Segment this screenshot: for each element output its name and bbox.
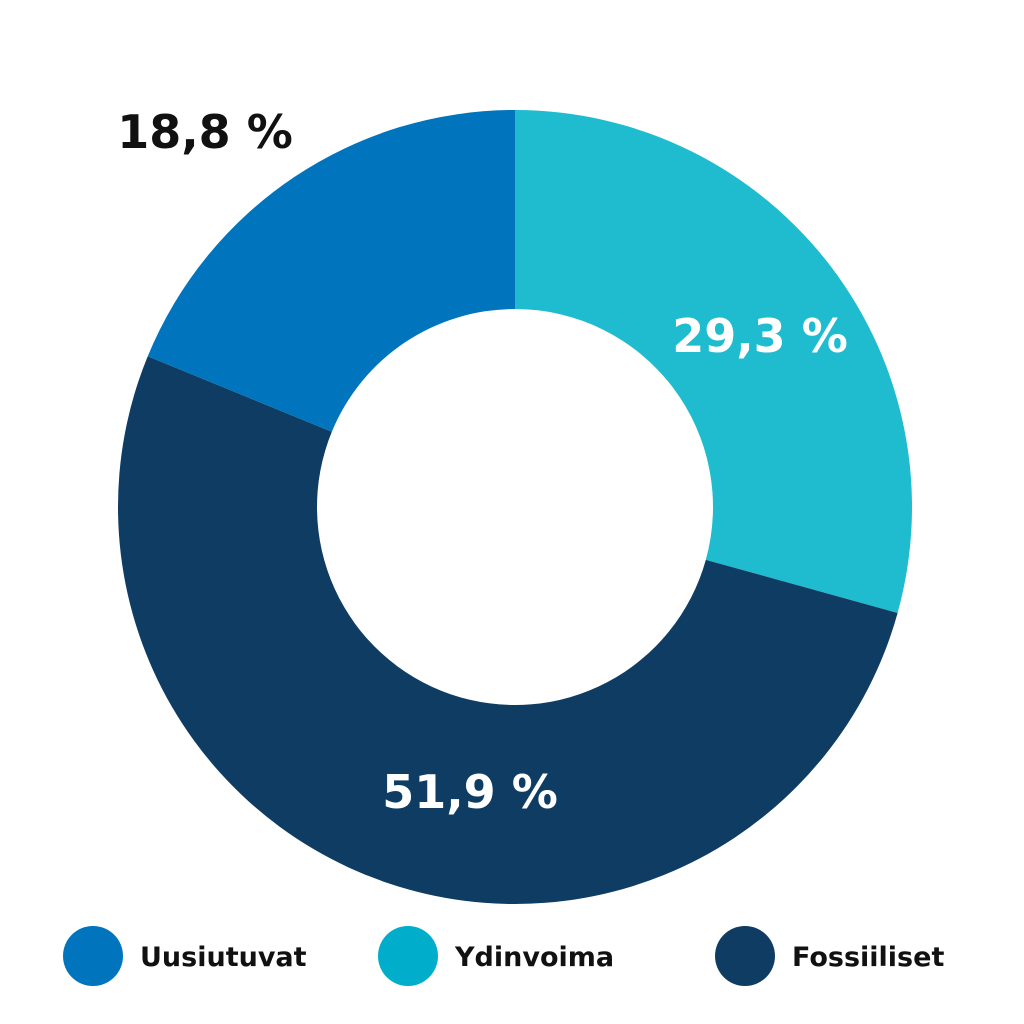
value-label-fossiiliset: 51,9 %	[382, 765, 558, 819]
legend-label-ydinvoima: Ydinvoima	[454, 942, 614, 973]
legend: Uusiutuvat Ydinvoima Fossiiliset	[63, 926, 944, 986]
legend-item-ydinvoima: Ydinvoima	[378, 926, 614, 986]
legend-label-uusiutuvat: Uusiutuvat	[140, 942, 307, 973]
legend-label-fossiiliset: Fossiiliset	[792, 942, 944, 973]
slice-uusiutuvat	[147, 110, 515, 432]
slice-ydinvoima	[515, 110, 913, 613]
legend-swatch-fossiiliset	[715, 926, 775, 986]
legend-swatch-uusiutuvat	[63, 926, 123, 986]
value-label-ydinvoima: 29,3 %	[672, 309, 848, 363]
donut-slices	[118, 110, 913, 904]
legend-swatch-ydinvoima	[378, 926, 438, 986]
value-label-uusiutuvat: 18,8 %	[117, 105, 293, 159]
slice-fossiiliset	[118, 356, 898, 904]
legend-item-fossiiliset: Fossiiliset	[715, 926, 944, 986]
legend-item-uusiutuvat: Uusiutuvat	[63, 926, 307, 986]
donut-value-labels: 18,8 % 29,3 % 51,9 %	[117, 105, 848, 819]
